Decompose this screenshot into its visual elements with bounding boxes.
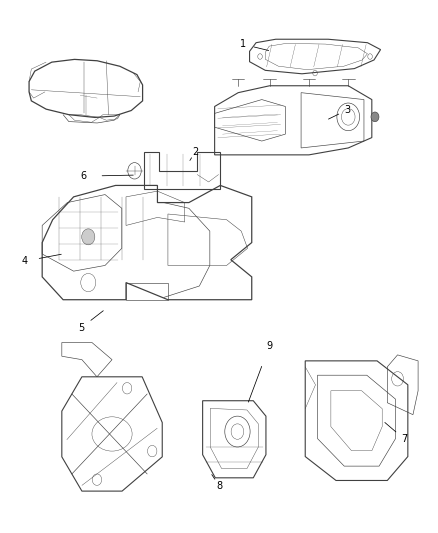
Text: 5: 5 (78, 322, 85, 333)
Text: 7: 7 (402, 434, 408, 445)
Text: 3: 3 (345, 104, 351, 115)
Circle shape (371, 112, 379, 122)
Circle shape (225, 416, 250, 447)
Text: 1: 1 (240, 39, 246, 49)
Circle shape (82, 229, 95, 245)
Text: 2: 2 (192, 147, 198, 157)
Circle shape (128, 163, 141, 179)
Text: 4: 4 (21, 256, 28, 266)
Text: 6: 6 (81, 171, 87, 181)
Text: 9: 9 (266, 341, 272, 351)
Text: 8: 8 (216, 481, 222, 490)
